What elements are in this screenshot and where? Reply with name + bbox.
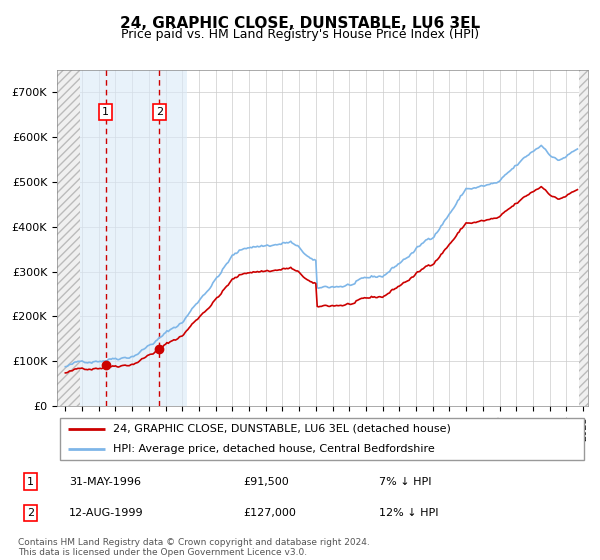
Text: HPI: Average price, detached house, Central Bedfordshire: HPI: Average price, detached house, Cent…	[113, 444, 434, 454]
Bar	[57, 70, 80, 406]
Text: 31-MAY-1996: 31-MAY-1996	[69, 477, 141, 487]
Text: Contains HM Land Registry data © Crown copyright and database right 2024.
This d: Contains HM Land Registry data © Crown c…	[18, 538, 370, 557]
Text: Price paid vs. HM Land Registry's House Price Index (HPI): Price paid vs. HM Land Registry's House …	[121, 28, 479, 41]
Bar	[132, 70, 187, 406]
Text: 12-AUG-1999: 12-AUG-1999	[69, 508, 143, 518]
Text: 2: 2	[155, 107, 163, 117]
Text: 1: 1	[102, 107, 109, 117]
Text: £91,500: £91,500	[244, 477, 289, 487]
Text: 12% ↓ HPI: 12% ↓ HPI	[379, 508, 439, 518]
Text: 24, GRAPHIC CLOSE, DUNSTABLE, LU6 3EL (detached house): 24, GRAPHIC CLOSE, DUNSTABLE, LU6 3EL (d…	[113, 424, 451, 434]
Bar	[80, 70, 132, 406]
Text: 7% ↓ HPI: 7% ↓ HPI	[379, 477, 431, 487]
Text: 24, GRAPHIC CLOSE, DUNSTABLE, LU6 3EL: 24, GRAPHIC CLOSE, DUNSTABLE, LU6 3EL	[120, 16, 480, 31]
Bar	[579, 70, 588, 406]
Text: £127,000: £127,000	[244, 508, 296, 518]
FancyBboxPatch shape	[59, 418, 584, 460]
Text: 1: 1	[27, 477, 34, 487]
Text: 2: 2	[27, 508, 34, 518]
